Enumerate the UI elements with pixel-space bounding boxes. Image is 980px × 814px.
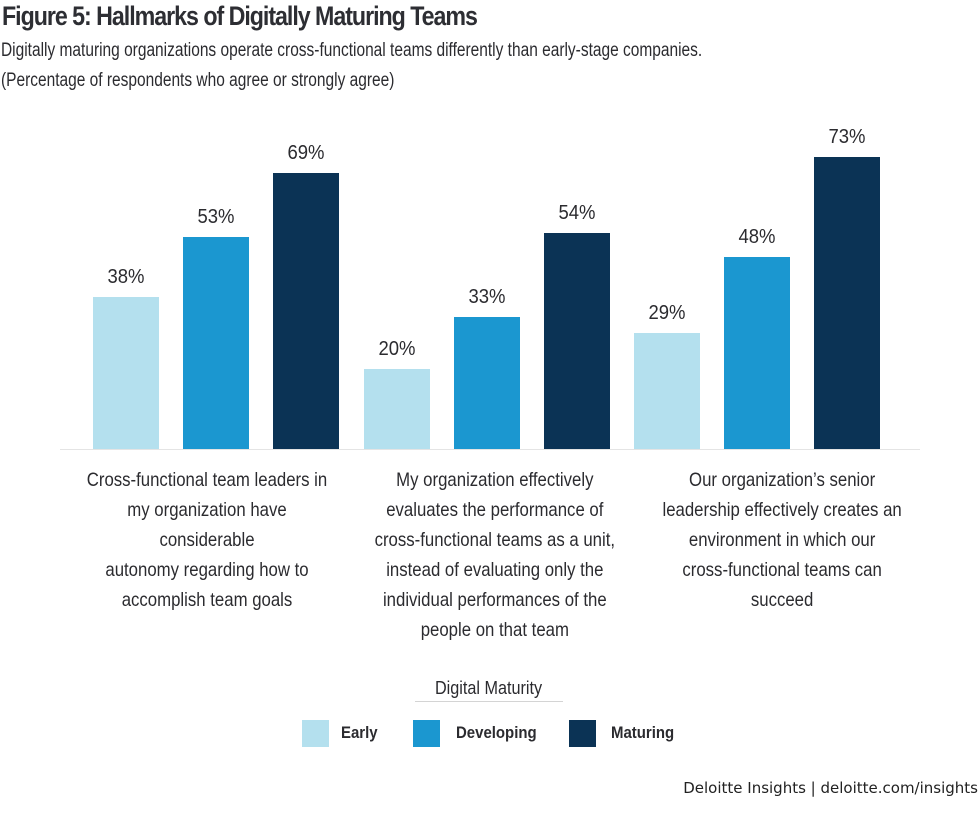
bar-developing-1 [183, 237, 249, 449]
data-label-maturing-1: 69% [288, 142, 325, 164]
category-label-line: my organization have considerable [127, 499, 287, 551]
data-label-early-1: 38% [108, 266, 145, 288]
legend-swatch-early [302, 720, 329, 747]
data-label-early-3: 29% [649, 302, 686, 324]
legend-label-early: Early [341, 723, 378, 742]
category-label-line: cross-functional teams as a unit, [374, 529, 616, 551]
chart-title: Figure 5: Hallmarks of Digitally Maturin… [2, 1, 478, 31]
category-label-line: leadership effectively creates an [662, 499, 902, 521]
data-label-developing-2: 33% [469, 286, 506, 308]
legend-swatch-developing [413, 720, 440, 747]
bar-early-2 [364, 369, 430, 449]
category-label-line: individual performances of the [383, 589, 607, 611]
category-label-line: Cross-functional team leaders in [86, 469, 328, 491]
legend-swatch-maturing [569, 720, 596, 747]
source-footer: Deloitte Insights | deloitte.com/insight… [683, 779, 978, 797]
category-label-line: cross-functional teams can [682, 559, 882, 581]
data-label-developing-3: 48% [739, 226, 776, 248]
category-label-line: people on that team [420, 619, 570, 641]
bar-maturing-1 [273, 173, 339, 449]
category-label-line: Our organization’s senior [688, 469, 876, 491]
bar-developing-3 [724, 257, 790, 449]
bar-maturing-3 [814, 157, 880, 449]
chart-note: (Percentage of respondents who agree or … [1, 70, 395, 91]
bar-developing-2 [454, 317, 520, 449]
bar-early-3 [634, 333, 700, 449]
legend-title: Digital Maturity [415, 678, 563, 702]
category-label-3: Our organization’s senior leadership effe… [637, 465, 927, 615]
bar-maturing-2 [544, 233, 610, 449]
bar-chart: 38% 20% 29% 53% 33% 48% 69% 54% 73% [60, 126, 920, 450]
category-label-line: succeed [750, 589, 814, 611]
category-label-2: My organization effectively evaluates the… [350, 465, 640, 645]
data-label-maturing-3: 73% [829, 126, 866, 148]
legend-label-developing: Developing [456, 723, 537, 742]
category-label-line: autonomy regarding how to [105, 559, 309, 581]
bars-group: 38% 20% 29% 53% 33% 48% 69% 54% 73% [93, 126, 880, 449]
data-label-developing-1: 53% [198, 206, 235, 228]
bar-early-1 [93, 297, 159, 449]
data-label-early-2: 20% [379, 338, 416, 360]
category-label-1: Cross-functional team leaders in my organ… [62, 465, 352, 615]
category-label-line: environment in which our [688, 529, 876, 551]
chart-subtitle: Digitally maturing organizations operate… [1, 40, 703, 61]
category-label-line: My organization effectively [396, 469, 594, 491]
category-label-line: instead of evaluating only the [386, 559, 604, 581]
category-label-line: evaluates the performance of [386, 499, 604, 521]
legend-label-maturing: Maturing [611, 723, 675, 742]
category-label-line: accomplish team goals [121, 589, 293, 611]
data-label-maturing-2: 54% [559, 202, 596, 224]
